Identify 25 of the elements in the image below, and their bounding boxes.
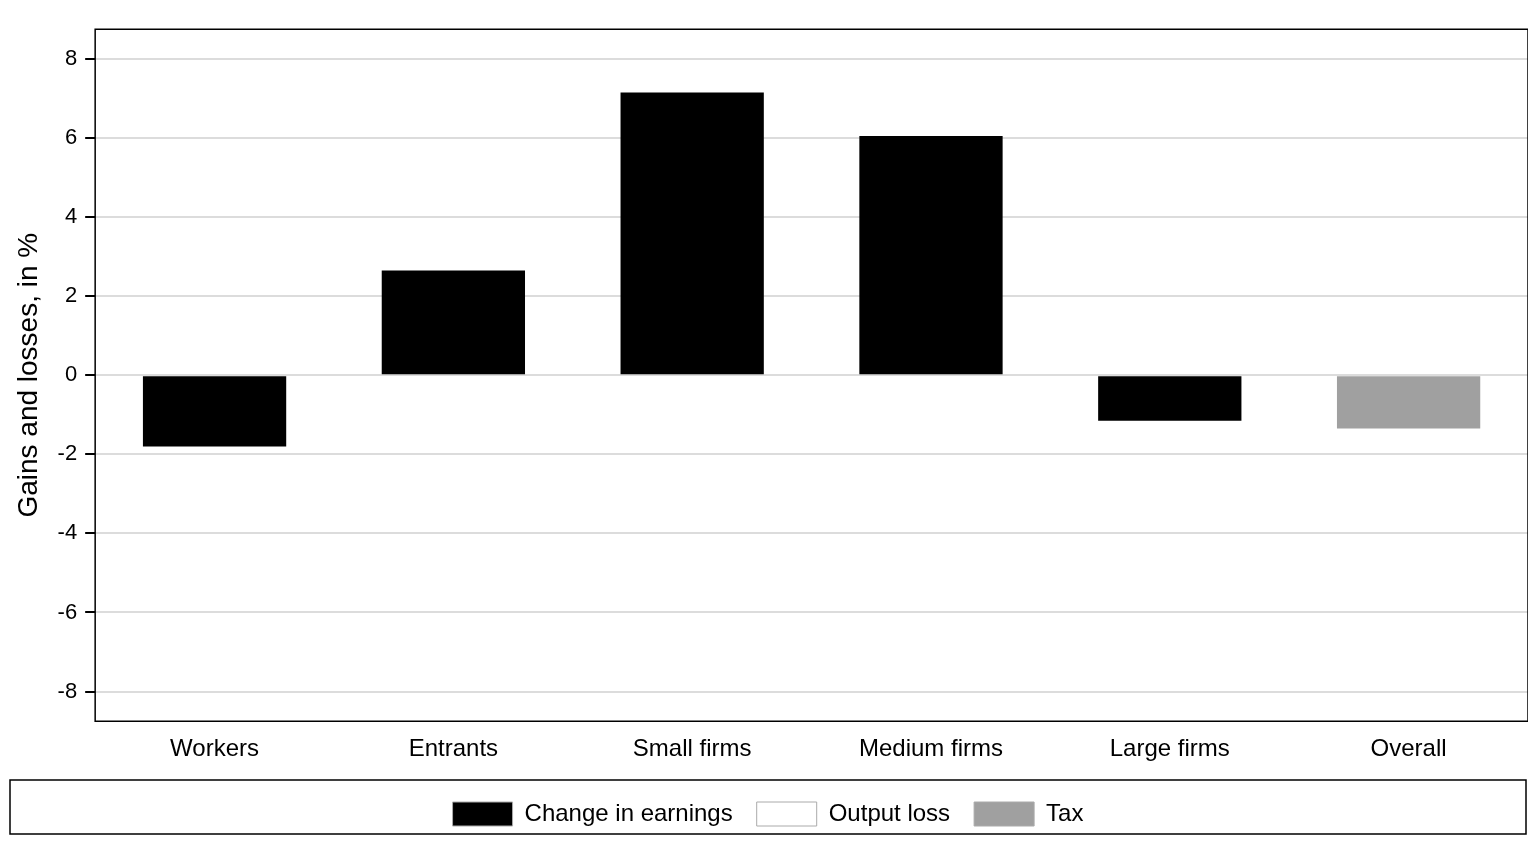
y-tick-label: 4 — [64, 203, 78, 229]
y-tick-label: -8 — [57, 677, 78, 703]
x-tick-label: Small firms — [632, 734, 752, 762]
legend-label: Output loss — [828, 798, 951, 826]
legend-label: Change in earnings — [524, 798, 733, 826]
y-axis-title: Gains and losses, in % — [11, 232, 43, 518]
y-tick-label: -2 — [57, 440, 78, 466]
x-tick-label: Medium firms — [858, 734, 1003, 762]
bar — [1098, 376, 1242, 421]
y-tick-label: -4 — [57, 519, 78, 545]
y-tick-label: 8 — [64, 44, 78, 70]
y-tick-label: 2 — [64, 282, 78, 308]
bar — [142, 376, 287, 447]
y-tick-label: -6 — [57, 598, 78, 624]
legend-label: Tax — [1046, 798, 1084, 826]
bar — [1336, 376, 1481, 429]
y-tick-label: 0 — [64, 361, 78, 387]
bar — [620, 92, 764, 375]
x-tick-label: Entrants — [408, 734, 499, 762]
x-tick-label: Workers — [170, 734, 260, 762]
x-tick-label: Large firms — [1109, 734, 1230, 762]
bar — [381, 270, 526, 375]
x-tick-label: Overall — [1370, 734, 1447, 762]
y-tick-label: 6 — [64, 124, 78, 150]
bar — [859, 135, 1003, 375]
